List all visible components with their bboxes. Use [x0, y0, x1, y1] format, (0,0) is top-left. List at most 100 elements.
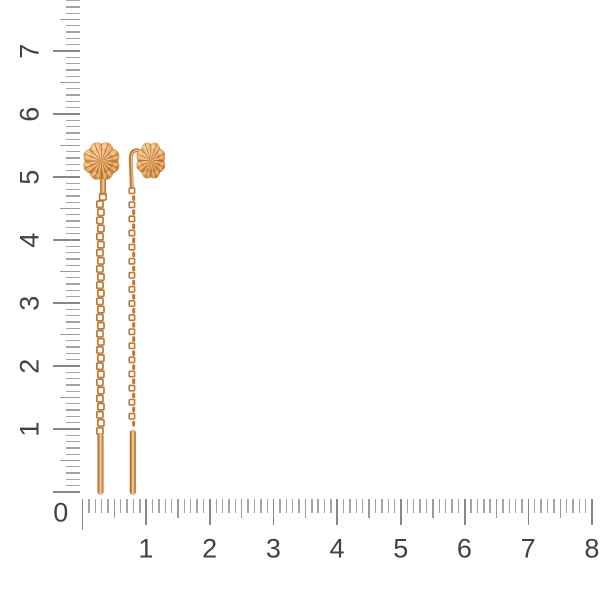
chain-link — [96, 386, 105, 395]
chain-link — [128, 201, 136, 209]
earring-chain — [128, 187, 136, 427]
ruler-v-tick — [66, 264, 80, 266]
flower-core — [149, 158, 153, 163]
chain-link — [132, 209, 136, 215]
ruler-h-tick — [349, 499, 351, 513]
flower-ray — [150, 142, 155, 160]
ruler-h-tick — [100, 499, 103, 513]
ruler-v-tick — [66, 107, 80, 109]
ruler-h-tick — [336, 499, 339, 525]
chain-link — [96, 337, 105, 346]
flower-ray — [137, 149, 150, 160]
ruler-v-tick — [66, 434, 80, 436]
ruler-v-tick — [66, 340, 80, 342]
ruler-v-tick — [53, 491, 80, 493]
ruler-h-tick — [406, 499, 409, 513]
flower-ray — [83, 160, 100, 166]
ruler-v-tick — [66, 31, 80, 33]
chain-link — [95, 329, 104, 338]
ruler-origin-label: 0 — [53, 497, 69, 528]
ruler-h-tick — [132, 499, 135, 513]
ruler-h-label-6: 6 — [456, 533, 473, 564]
chain-link — [95, 281, 104, 290]
flower-ray — [142, 144, 151, 160]
threader-bar — [97, 433, 104, 495]
chain-link — [128, 328, 136, 336]
flower-ray — [144, 142, 151, 160]
ruler-v-tick — [53, 113, 80, 115]
ruler-h-tick — [221, 499, 224, 513]
chain-link — [128, 356, 136, 364]
ruler-h-tick — [514, 499, 517, 513]
ruler-h-tick — [502, 499, 504, 513]
chain-link — [128, 398, 136, 406]
chain-link — [132, 420, 136, 427]
flower-ray — [101, 142, 110, 160]
ruler-v-tick — [60, 144, 80, 147]
ruler-v-tick — [53, 302, 80, 304]
ruler-v-tick — [66, 44, 80, 46]
ruler-h-tick — [432, 499, 434, 518]
ruler-h-tick — [202, 499, 205, 513]
flower-rays — [83, 142, 120, 180]
flower-ray — [139, 161, 151, 175]
ruler-v-tick — [66, 251, 80, 254]
chain-link — [132, 251, 136, 258]
ruler-v-tick — [66, 226, 80, 229]
post-loop — [98, 192, 108, 201]
ruler-h-label-8: 8 — [584, 533, 600, 564]
ruler-h-tick — [158, 499, 160, 513]
ruler-h-tick — [476, 499, 479, 513]
ruler-v-tick — [66, 100, 80, 103]
ruler-h-tick — [451, 499, 453, 513]
flower-ray — [101, 142, 106, 160]
ruler-v-tick — [66, 321, 80, 323]
ruler-h-label-2: 2 — [202, 533, 218, 564]
ruler-h-tick — [228, 499, 230, 513]
chain-link — [132, 350, 136, 356]
ruler-v-tick — [66, 138, 80, 140]
flower-ray — [102, 161, 118, 173]
ruler-v-tick — [66, 478, 80, 481]
ruler-h-tick — [444, 499, 447, 513]
chain-link — [128, 412, 136, 420]
ruler-h-tick — [164, 499, 166, 513]
ruler-v-tick — [60, 270, 80, 273]
ruler-v-tick — [53, 239, 80, 241]
flower-ray — [150, 142, 157, 160]
chain-link — [132, 392, 136, 399]
ruler-v-tick — [66, 447, 80, 449]
chain-link — [95, 216, 104, 225]
flower-stud — [136, 142, 166, 179]
chain-link — [132, 279, 136, 286]
ruler-h-tick — [266, 499, 268, 513]
chain-link — [96, 273, 105, 282]
flower-ray — [97, 162, 102, 180]
chain-link — [96, 354, 105, 363]
ruler-h-tick — [285, 499, 288, 513]
ruler-v-tick — [66, 88, 80, 90]
ruler-v-tick — [60, 333, 80, 336]
chain-link — [132, 364, 136, 371]
flower-ray — [85, 149, 101, 161]
flower-ray — [102, 149, 118, 161]
ruler-h-tick — [578, 499, 581, 513]
ruler-h-tick — [151, 499, 154, 513]
ruler-h-tick — [559, 499, 561, 518]
flower-ray — [144, 161, 151, 179]
chain-link — [95, 248, 104, 257]
flower-ray — [136, 156, 150, 161]
ruler-h-tick — [323, 499, 326, 513]
flower-ray — [97, 142, 102, 160]
chain-link — [96, 240, 105, 249]
chain-link — [128, 271, 136, 279]
flower-ray — [151, 161, 160, 177]
ruler-v-tick — [60, 459, 80, 462]
chain-link — [128, 384, 136, 392]
chain-link — [128, 243, 136, 251]
chain-link — [132, 308, 136, 314]
flower-ray — [139, 146, 151, 160]
ruler-v-tick — [66, 415, 80, 418]
flower-rays — [136, 142, 166, 179]
ruler-v-tick — [66, 125, 80, 128]
